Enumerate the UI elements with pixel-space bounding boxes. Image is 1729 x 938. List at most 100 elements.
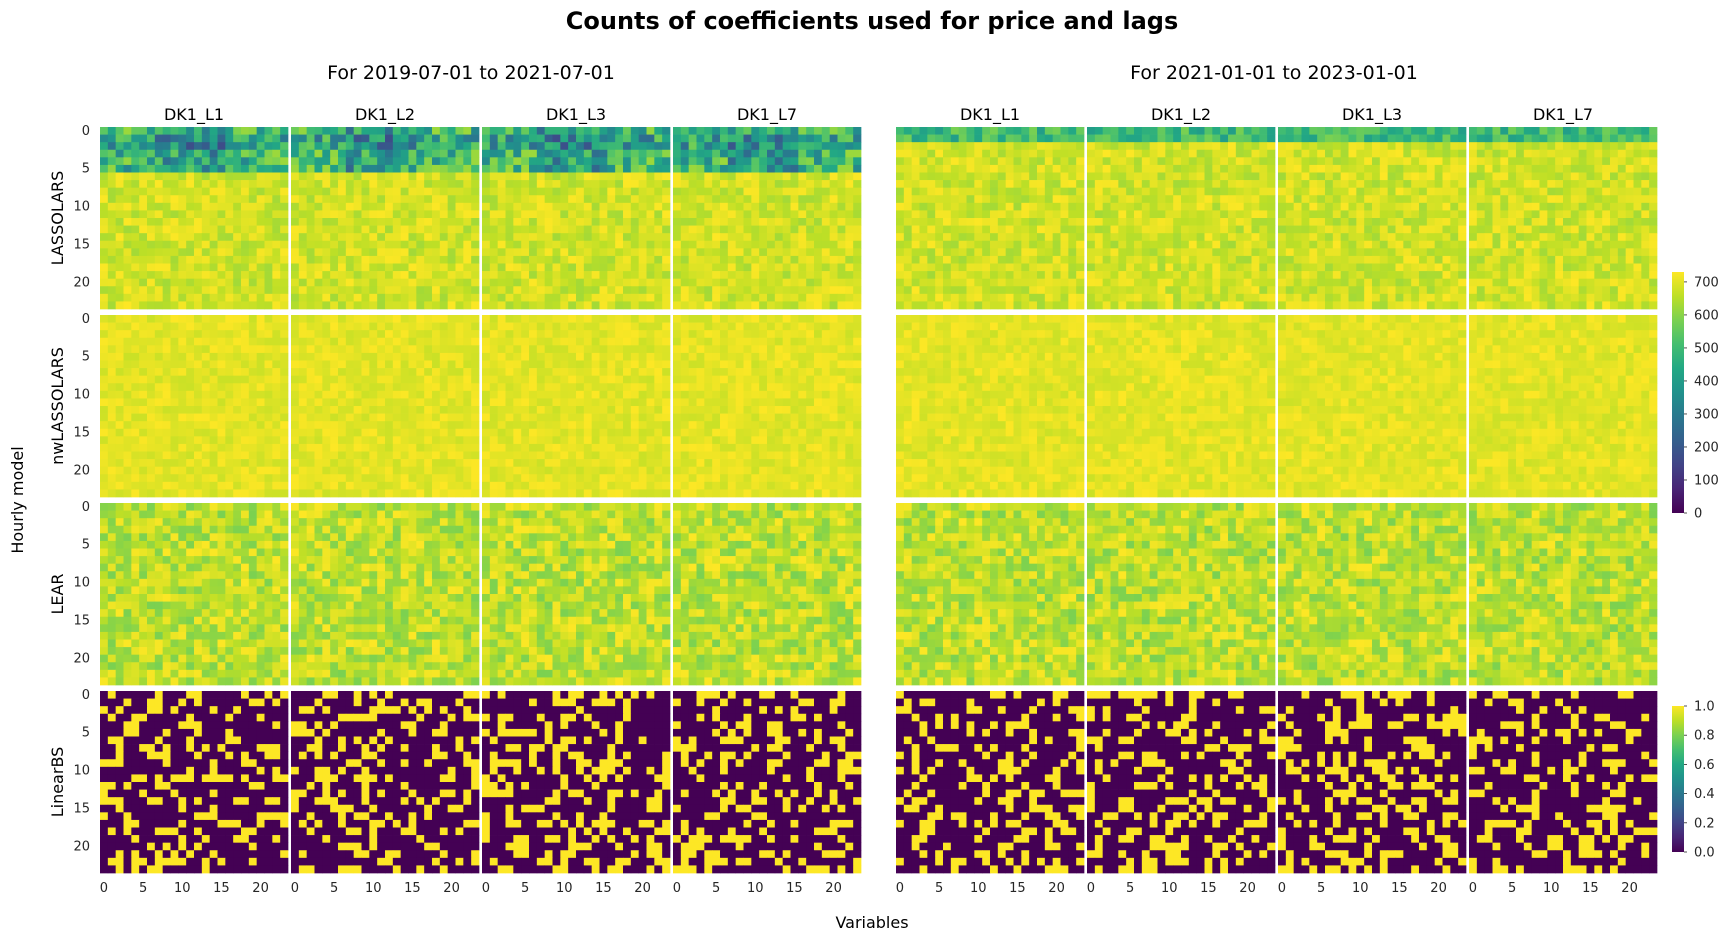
heatmap-cell [345, 721, 355, 730]
heatmap-cell [154, 706, 164, 715]
heatmap-cell [392, 255, 402, 264]
heatmap-cell [392, 721, 402, 730]
heatmap-cell [162, 481, 171, 490]
heatmap-cell [432, 510, 441, 519]
heatmap-cell [241, 286, 250, 295]
heatmap-cell [471, 571, 480, 580]
heatmap-cell [439, 662, 449, 671]
heatmap-cell [264, 187, 273, 196]
heatmap-cell [264, 406, 273, 414]
heatmap-cell [377, 248, 386, 257]
heatmap-cell [447, 713, 456, 722]
heatmap-cell [107, 647, 117, 656]
heatmap-cell [314, 503, 323, 511]
heatmap-cell [248, 127, 258, 135]
heatmap-cell [400, 609, 409, 618]
heatmap-cell [432, 654, 441, 663]
heatmap-cell [408, 398, 417, 407]
heatmap-cell [455, 187, 464, 196]
heatmap-cell [471, 195, 480, 204]
heatmap-cell [447, 857, 456, 866]
heatmap-cell [115, 210, 124, 219]
heatmap-cell [392, 428, 402, 437]
heatmap-cell [377, 510, 386, 519]
heatmap-cell [123, 533, 132, 542]
heatmap-cell [369, 172, 378, 181]
heatmap-cell [408, 248, 417, 257]
heatmap-cell [139, 503, 148, 511]
heatmap-cell [233, 330, 242, 339]
heatmap-cell [369, 835, 378, 844]
heatmap-cell [217, 850, 226, 859]
heatmap-cell [241, 782, 250, 790]
heatmap-cell [471, 134, 480, 143]
heatmap-cell [369, 368, 378, 377]
heatmap-cell [100, 804, 109, 813]
heatmap-cell [123, 263, 132, 272]
heatmap-cell [345, 662, 355, 671]
heatmap-cell [115, 337, 124, 346]
heatmap-cell [123, 413, 132, 422]
heatmap-cell [369, 210, 378, 219]
heatmap-cell [256, 489, 265, 498]
heatmap-cell [272, 563, 281, 572]
heatmap-cell [432, 368, 441, 377]
heatmap-cell [217, 390, 226, 399]
heatmap-cell [233, 751, 242, 760]
heatmap-cell [463, 631, 472, 640]
heatmap-cell [186, 698, 195, 707]
heatmap-cell [345, 202, 355, 211]
heatmap-cell [416, 647, 425, 656]
heatmap-cell [424, 774, 433, 783]
heatmap-cell [123, 850, 132, 859]
heatmap-cell [471, 210, 480, 219]
heatmap-cell [201, 278, 211, 287]
heatmap-cell [345, 601, 355, 610]
heatmap-cell [369, 556, 378, 565]
heatmap-cell [408, 797, 417, 806]
heatmap-cell [170, 398, 179, 407]
heatmap-cell [154, 797, 164, 806]
heatmap-cell [314, 789, 323, 798]
heatmap-cell [186, 728, 195, 737]
heatmap-cell [194, 631, 203, 640]
heatmap-cell [147, 518, 156, 527]
heatmap-cell [416, 677, 425, 686]
heatmap-cell [280, 782, 289, 790]
heatmap-cell [369, 436, 378, 445]
heatmap-cell [369, 706, 378, 715]
heatmap-cell [209, 698, 218, 707]
heatmap-cell [583, 142, 593, 151]
heatmap-cell [107, 337, 117, 346]
heatmap-cell [471, 698, 480, 707]
heatmap-cell [147, 315, 156, 323]
heatmap-cell [115, 218, 124, 226]
heatmap-cell [154, 157, 164, 166]
heatmap-cell [194, 804, 203, 813]
heatmap-cell [607, 218, 616, 226]
heatmap-cell [630, 202, 640, 211]
heatmap-cell [201, 398, 211, 407]
heatmap-cell [280, 134, 289, 143]
heatmap-cell [439, 850, 449, 859]
heatmap-cell [552, 195, 561, 204]
heatmap-cell [439, 827, 449, 836]
heatmap-cell [338, 466, 347, 475]
heatmap-cell [463, 744, 472, 753]
heatmap-cell [369, 819, 378, 828]
heatmap-cell [241, 218, 250, 226]
heatmap-cell [463, 202, 472, 211]
heatmap-cell [272, 172, 281, 181]
heatmap-cell [298, 548, 308, 557]
heatmap-cell [345, 301, 355, 310]
heatmap-cell [400, 624, 409, 633]
heatmap-cell [241, 736, 250, 745]
heatmap-cell [521, 210, 530, 219]
heatmap-cell [447, 669, 456, 678]
heatmap-cell [264, 835, 273, 844]
heatmap-cell [471, 819, 480, 828]
heatmap-cell [400, 360, 409, 369]
heatmap-cell [248, 202, 258, 211]
heatmap-cell [345, 827, 355, 836]
heatmap-cell [345, 766, 355, 775]
